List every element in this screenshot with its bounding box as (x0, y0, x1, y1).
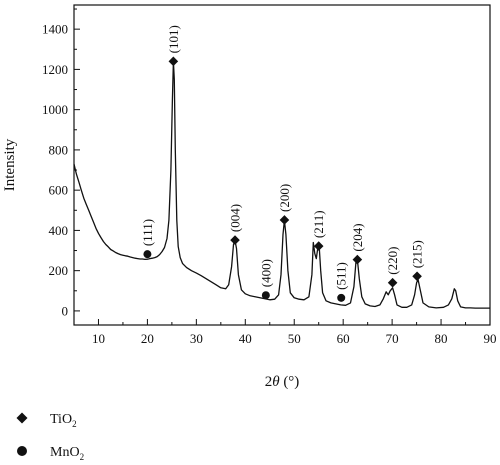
y-tick-label-200: 200 (49, 263, 69, 278)
peak-diamond-icon (352, 254, 363, 265)
legend-circle-icon (17, 446, 27, 456)
series-line-pattern (73, 60, 490, 309)
peak-label: (400) (258, 259, 273, 287)
peak-label: (204) (350, 223, 365, 251)
y-tick-label-600: 600 (49, 183, 69, 198)
plot-area: (101) (004) (200) (211) (204) (220) (215) (111)… (73, 4, 491, 326)
peak-diamond-icon (168, 56, 179, 67)
peak-label: (511) (334, 262, 349, 290)
x-tick-label-50: 50 (288, 331, 301, 346)
y-tick-label-1000: 1000 (42, 102, 68, 117)
peak-markers: (101) (004) (200) (211) (204) (220) (215) (111)… (140, 25, 425, 302)
peak-diamond-icon (230, 235, 240, 245)
x-tick-label-70: 70 (386, 331, 399, 346)
peak-circle-icon (337, 293, 346, 302)
y-axis-ticks: 0 200 400 600 800 1000 1200 1400 (42, 8, 80, 318)
y-axis-title: Intensity (2, 138, 18, 191)
y-tick-label-800: 800 (49, 142, 69, 157)
x-axis-ticks: 10 20 30 40 50 60 70 80 90 (73, 319, 497, 346)
x-tick-label-80: 80 (435, 331, 448, 346)
peak-label: (101) (166, 25, 181, 53)
y-tick-label-0: 0 (62, 303, 69, 318)
legend-label-MnO2: MnO2 (50, 445, 84, 462)
peak-label: (215) (410, 240, 425, 268)
peak-diamond-icon (279, 215, 290, 225)
plot-frame (73, 4, 491, 326)
peak-circle-icon (143, 250, 152, 259)
x-tick-label-40: 40 (239, 331, 252, 346)
y-tick-label-1200: 1200 (42, 62, 68, 77)
legend-label-TiO2: TiO2 (50, 412, 77, 429)
peak-diamond-icon (313, 241, 324, 251)
x-tick-label-90: 90 (484, 331, 497, 346)
x-tick-label-10: 10 (92, 331, 105, 346)
y-tick-label-400: 400 (49, 223, 69, 238)
peak-diamond-icon (387, 277, 398, 288)
peak-label: (220) (385, 247, 400, 275)
peak-label: (200) (277, 184, 292, 212)
peak-circle-icon (261, 291, 270, 300)
y-tick-label-1400: 1400 (42, 22, 68, 37)
legend-diamond-icon (16, 412, 28, 424)
peak-label: (211) (311, 210, 326, 238)
peak-label: (004) (228, 204, 243, 232)
peak-label: (111) (140, 219, 155, 246)
series-layer (73, 60, 490, 309)
legend: TiO2 MnO2 (16, 412, 84, 462)
x-tick-label-30: 30 (190, 331, 203, 346)
x-tick-label-20: 20 (141, 331, 154, 346)
x-axis-title: 2θ (°) (265, 374, 300, 390)
x-tick-label-60: 60 (337, 331, 350, 346)
peak-diamond-icon (412, 271, 422, 282)
